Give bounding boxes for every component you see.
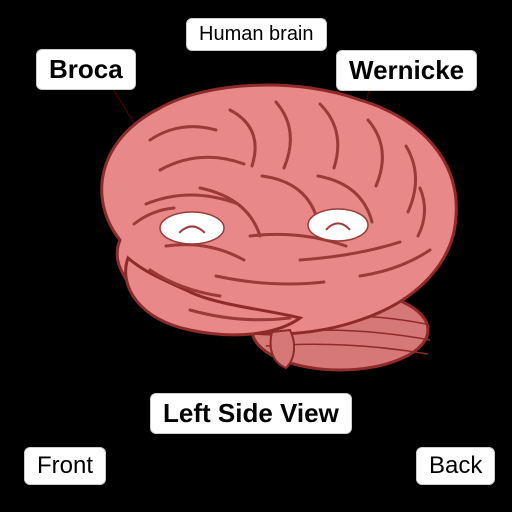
back-label: Back [416,447,495,485]
wernicke-label: Wernicke [336,50,477,91]
front-label: Front [24,447,106,485]
diagram-canvas: Human brain Broca Wernicke Left Side Vie… [0,0,512,512]
broca-area [160,212,224,244]
broca-label: Broca [36,49,136,90]
wernicke-area [308,209,368,241]
view-label: Left Side View [150,393,352,434]
title-label: Human brain [186,18,327,51]
